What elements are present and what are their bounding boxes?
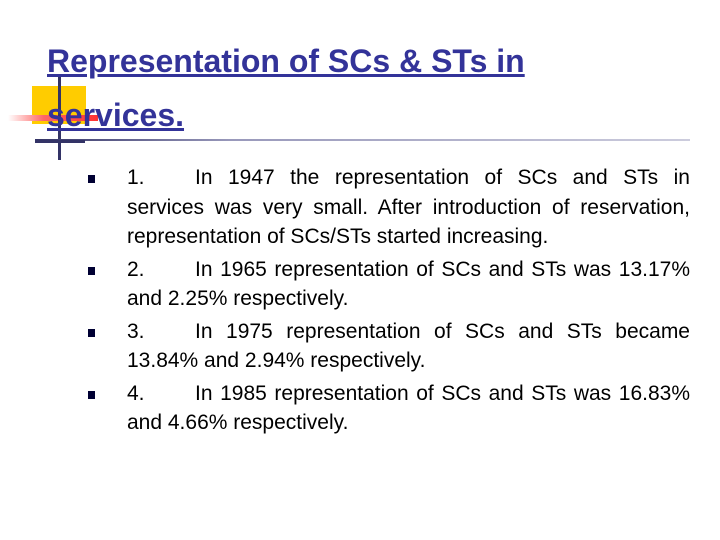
bullet-number: 4. [127,381,145,405]
bullet-text: In 1947 the representation of SCs and ST… [127,166,690,248]
bullet-marker [88,328,95,337]
bullet-list: 1. In 1947 the representation of SCs and … [88,163,690,441]
bullet-marker [88,266,95,275]
red-bar [8,115,98,121]
bullet-item: 4. In 1985 representation of SCs and STs … [88,379,690,438]
bullet-text: In 1985 representation of SCs and STs wa… [127,381,690,435]
bullet-number: 1. [127,166,145,189]
bullet-marker [88,390,95,399]
bullet-item: 1. In 1947 the representation of SCs and … [88,163,690,252]
slide-title: Representation of SCs & STs in services. [47,43,525,133]
short-line [35,140,85,143]
bullet-text: In 1975 representation of SCs and STs be… [127,319,690,373]
bullet-item: 2. In 1965 representation of SCs and STs … [88,255,690,314]
bullet-number: 3. [127,319,145,343]
bullet-marker [88,175,95,183]
bullet-item: 3. In 1975 representation of SCs and STs … [88,317,690,376]
bullet-number: 2. [127,257,145,281]
horizontal-line [35,139,690,141]
vertical-line [58,75,61,160]
bullet-text: In 1965 representation of SCs and STs wa… [127,257,690,311]
